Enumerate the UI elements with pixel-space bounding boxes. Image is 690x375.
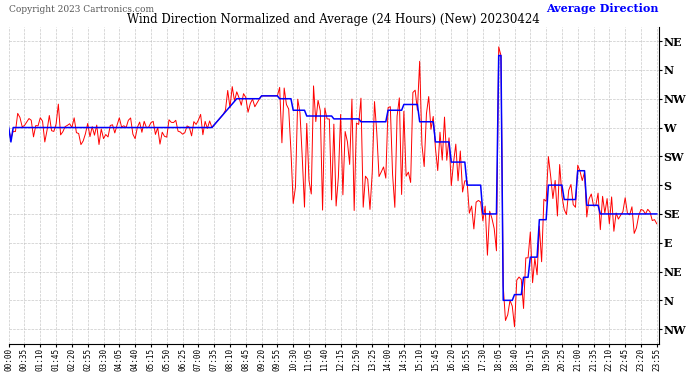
- Text: Average Direction: Average Direction: [546, 3, 659, 14]
- Title: Wind Direction Normalized and Average (24 Hours) (New) 20230424: Wind Direction Normalized and Average (2…: [128, 12, 540, 26]
- Text: Copyright 2023 Cartronics.com: Copyright 2023 Cartronics.com: [9, 5, 154, 14]
